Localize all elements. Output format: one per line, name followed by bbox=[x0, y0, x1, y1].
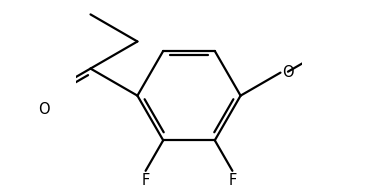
Text: F: F bbox=[228, 173, 237, 188]
Text: O: O bbox=[282, 65, 294, 80]
Text: O: O bbox=[39, 101, 50, 116]
Text: F: F bbox=[141, 173, 150, 188]
